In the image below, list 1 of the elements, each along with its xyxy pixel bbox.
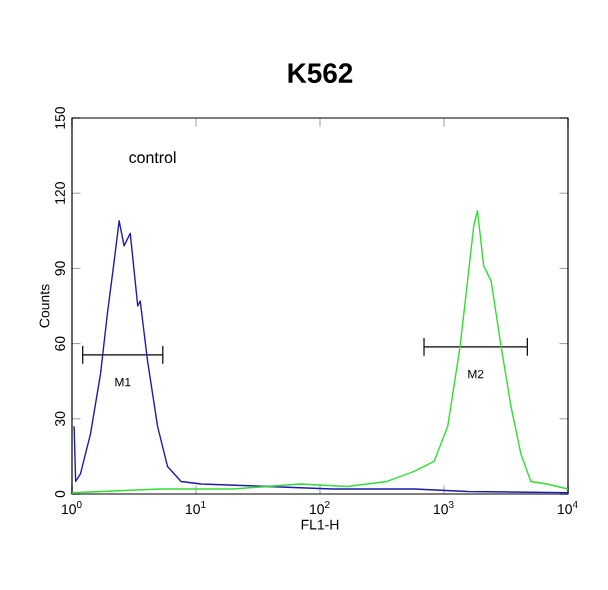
chart-title: K562 bbox=[288, 63, 353, 84]
